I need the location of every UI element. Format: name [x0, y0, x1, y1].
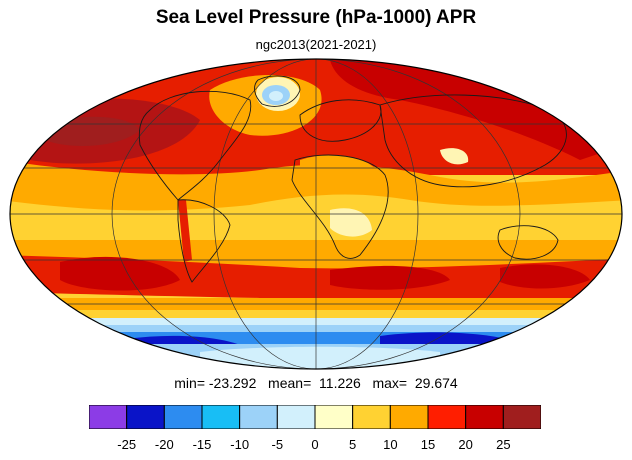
map-title: Sea Level Pressure (hPa-1000) APR [155, 7, 477, 28]
greenland-coast [254, 75, 301, 107]
colorbar-box [427, 405, 467, 429]
tibet-light-patch [440, 148, 469, 165]
mean-label: mean= [268, 375, 312, 391]
colorbar-tick-labels: -25 -20 -15 -10 -5 0 5 10 15 20 25 [0, 437, 632, 455]
africa-coast [291, 154, 389, 259]
colorbar-box [201, 405, 241, 429]
colorbar [89, 405, 541, 429]
eurasia-deep-red [330, 59, 610, 160]
antarctica-core [200, 346, 440, 369]
colorbar-box [89, 405, 128, 429]
min-value: -23.292 [208, 375, 257, 391]
colorbar-tick-label: -5 [271, 437, 284, 452]
max-label: max= [372, 375, 408, 391]
colorbar-box [314, 405, 354, 429]
colorbar-box [352, 405, 391, 429]
colorbar-tick-label: -25 [117, 437, 137, 452]
south-america-coast [177, 199, 231, 283]
colorbar-tick-label: 15 [420, 437, 436, 452]
colorbar-tick-label: 25 [496, 437, 511, 452]
min-label: min= [174, 375, 205, 391]
sahara-orange-patch [300, 155, 380, 186]
south-pacific-deep-red [60, 256, 180, 291]
colorbar-tick-label: -10 [230, 437, 250, 452]
south-indian-deep-red [330, 265, 450, 290]
colorbar-box [239, 405, 278, 429]
asia-coast [379, 94, 567, 188]
colorbar-box [502, 405, 541, 429]
max-value: 29.674 [414, 375, 458, 391]
coastlines [138, 75, 567, 283]
europe-coast [299, 99, 382, 142]
mean-value: 11.226 [319, 375, 361, 391]
colorbar-tick-label: -15 [192, 437, 212, 452]
colorbar-tick-label: -20 [154, 437, 174, 452]
colorbar-box [163, 405, 203, 429]
south-australia-deep-red [500, 264, 590, 289]
colorbar-box [389, 405, 429, 429]
colorbar-box [465, 405, 504, 429]
andes-red-streak [178, 200, 192, 262]
colorbar-tick-label: 0 [311, 437, 319, 452]
map-subtitle: ngc2013(2021-2021) [255, 37, 377, 52]
statistics-line: min= -23.292 mean= 11.226 max= 29.674 [0, 375, 632, 391]
colorbar-tick-label: 10 [383, 437, 398, 452]
graticule [10, 59, 622, 369]
colorbar-tick-label: 20 [458, 437, 473, 452]
africa-yellow-patch [330, 208, 372, 237]
greenland-low-core [269, 91, 283, 101]
colorbar-tick-label: 5 [349, 437, 357, 452]
australia-coast [497, 225, 559, 260]
colorbar-box [126, 405, 165, 429]
world-map [9, 58, 623, 370]
globe-outline [9, 58, 623, 370]
north-america-coast [138, 90, 252, 201]
colorbar-box [276, 405, 316, 429]
